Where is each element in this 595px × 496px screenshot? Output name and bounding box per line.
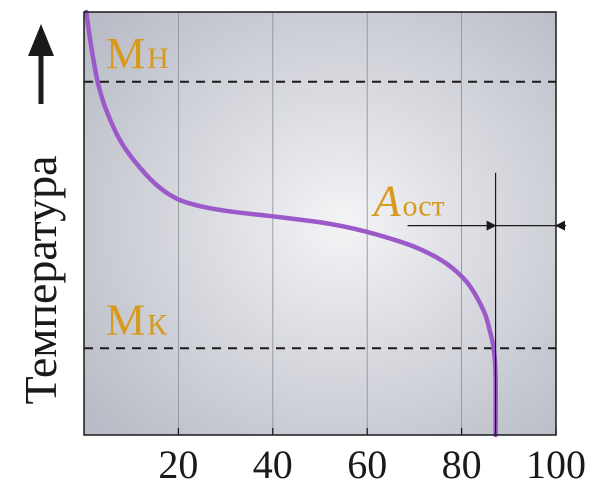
y-axis-arrow-head (28, 24, 54, 56)
x-tick-label-80: 80 (442, 442, 482, 487)
series-layer (84, 9, 498, 438)
x-tick-label-60: 60 (347, 442, 387, 487)
x-tick-label-40: 40 (253, 442, 293, 487)
x-tick-label-100: 100 (526, 442, 586, 487)
reference-lines: MН MК (84, 29, 556, 350)
grid-lines (177, 12, 463, 435)
x-axis-ticks: 20 40 60 80 100 (158, 428, 586, 487)
annotation-layer: Aост (371, 172, 566, 435)
y-axis-label-group: Температура (15, 24, 66, 405)
annotation-label: Aост (371, 177, 445, 226)
reference-label-1: MК (106, 295, 168, 344)
series-line-0 (84, 9, 498, 438)
y-axis-label: Температура (15, 155, 66, 404)
reference-label-0: MН (106, 29, 169, 78)
x-tick-label-20: 20 (158, 442, 198, 487)
plot-frame (83, 11, 557, 436)
